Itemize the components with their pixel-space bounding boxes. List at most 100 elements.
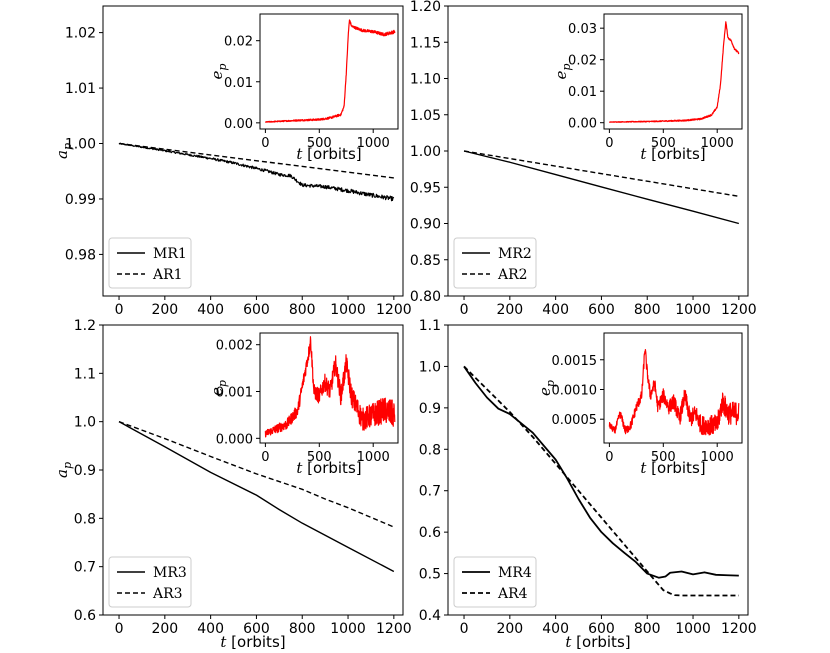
xtick-label: 1200	[376, 621, 412, 637]
xtick-label: 600	[588, 302, 615, 318]
xtick-label: 0	[460, 302, 469, 318]
inset-ytick-label: 0.0005	[552, 413, 598, 428]
inset-chart: 0 500 1000 0.0005 0.0010 0.0015 ep t [orbits]	[536, 332, 743, 477]
inset-xtick-label: 500	[651, 136, 676, 151]
inset-xtick-label: 1000	[357, 450, 390, 465]
x-axis-label: t [orbits]	[565, 633, 630, 651]
inset-eccentricity-line	[264, 336, 396, 438]
xtick-label: 200	[151, 302, 178, 318]
panel-bottom-left: 0 200 400 600 800 1000 1200 0.6 0.7 0.8 0.9 1.0 1.1 1…	[53, 318, 412, 651]
legend-box	[108, 237, 192, 289]
legend-box	[108, 556, 192, 608]
legend-label-ar2: AR2	[497, 267, 528, 283]
ytick-label: 1.00	[410, 144, 441, 160]
ytick-label: 1.2	[74, 318, 96, 334]
inset-ytick-label: 0.00	[224, 117, 253, 132]
ytick-label: 1.0	[74, 415, 96, 431]
ytick-label: 1.02	[65, 26, 96, 42]
xtick-label: 1200	[721, 302, 757, 318]
xtick-label: 1200	[376, 302, 412, 318]
series-mr3-line	[118, 421, 395, 573]
series-mr2-line	[463, 150, 740, 225]
ytick-label: 0.4	[419, 608, 441, 624]
legend-box	[453, 556, 537, 608]
xtick-label: 400	[542, 302, 569, 318]
ytick-label: 0.9	[74, 463, 96, 479]
ytick-label: 0.9	[419, 401, 441, 417]
xtick-label: 1200	[721, 621, 757, 637]
xtick-label: 800	[634, 302, 661, 318]
inset-xtick-label: 1000	[701, 136, 734, 151]
inset-ytick-label: 0.01	[568, 85, 597, 100]
xtick-label: 600	[243, 621, 270, 637]
inset-ytick-label: 0.0010	[552, 383, 598, 398]
inset-ytick-label: 0.001	[216, 386, 253, 401]
inset-ytick-label: 0.000	[216, 432, 253, 447]
xtick-label: 600	[588, 621, 615, 637]
inset-xtick-label: 500	[307, 136, 332, 151]
inset-xtick-label: 0	[605, 136, 613, 151]
ytick-label: 1.20	[410, 0, 441, 15]
ytick-label: 1.10	[410, 72, 441, 88]
inset-x-axis-label: t [orbits]	[296, 459, 361, 477]
xtick-label: 1000	[675, 302, 711, 318]
inset-ytick-label: 0.002	[216, 339, 253, 354]
y-axis-label: ap	[53, 143, 74, 159]
xtick-label: 1000	[330, 621, 366, 637]
xtick-label: 400	[197, 621, 224, 637]
panel-bottom-right: 0 200 400 600 800 1000 1200 0.4 0.5 0.6 0.7 0.8 0.9 1…	[419, 318, 757, 651]
legend-label-ar3: AR3	[152, 586, 183, 602]
ytick-label: 0.98	[65, 247, 96, 263]
ytick-label: 1.1	[419, 318, 441, 334]
legend-label-mr2: MR2	[498, 246, 532, 262]
x-axis-label: t [orbits]	[220, 633, 285, 651]
xtick-label: 200	[151, 621, 178, 637]
xtick-label: 0	[115, 302, 124, 318]
ytick-label: 1.00	[65, 137, 96, 153]
legend-box	[453, 237, 537, 289]
xtick-label: 1000	[330, 302, 366, 318]
xtick-label: 0	[115, 621, 124, 637]
xtick-label: 800	[634, 621, 661, 637]
xtick-label: 800	[289, 302, 316, 318]
inset-xtick-label: 1000	[701, 450, 734, 465]
inset-chart: 0 500 1000 0.00 0.01 0.02 0.03 ep t [orbits]	[552, 13, 743, 163]
inset-xtick-label: 0	[261, 136, 269, 151]
inset-xtick-label: 0	[605, 450, 613, 465]
inset-xtick-label: 1000	[357, 136, 390, 151]
ytick-label: 1.15	[410, 35, 441, 51]
ytick-label: 0.80	[410, 289, 441, 305]
xtick-label: 200	[496, 302, 523, 318]
inset-eccentricity-line	[608, 21, 740, 123]
panel-top-left: 0 200 400 600 800 1000 1200 0.98 0.99 1.00 1.01 1.0…	[53, 5, 412, 318]
ytick-label: 0.6	[419, 525, 441, 541]
ytick-label: 1.01	[65, 81, 96, 97]
xtick-label: 800	[289, 621, 316, 637]
inset-eccentricity-line	[264, 19, 396, 123]
legend-label-ar4: AR4	[497, 586, 528, 602]
legend-label-mr4: MR4	[498, 565, 532, 581]
inset-chart: 0 500 1000 0.00 0.01 0.02 ep t [orbits]	[208, 13, 399, 163]
series-mr4-line	[463, 365, 739, 579]
ytick-label: 0.85	[410, 253, 441, 269]
ytick-label: 0.90	[410, 217, 441, 233]
xtick-label: 400	[197, 302, 224, 318]
y-axis-label: ap	[53, 462, 74, 478]
inset-x-axis-label: t [orbits]	[640, 459, 705, 477]
inset-eccentricity-line	[608, 349, 740, 436]
inset-y-axis-label: ep	[552, 64, 573, 80]
ytick-label: 1.0	[419, 359, 441, 375]
inset-ytick-label: 0.02	[568, 54, 597, 69]
xtick-label: 1000	[675, 621, 711, 637]
ytick-label: 0.5	[419, 567, 441, 583]
inset-y-axis-label: ep	[536, 380, 557, 396]
inset-ytick-label: 0.00	[568, 117, 597, 132]
ytick-label: 0.7	[419, 484, 441, 500]
xtick-label: 400	[542, 621, 569, 637]
inset-ytick-label: 0.03	[568, 22, 597, 37]
inset-xtick-label: 0	[261, 450, 269, 465]
legend-label-mr3: MR3	[153, 565, 187, 581]
